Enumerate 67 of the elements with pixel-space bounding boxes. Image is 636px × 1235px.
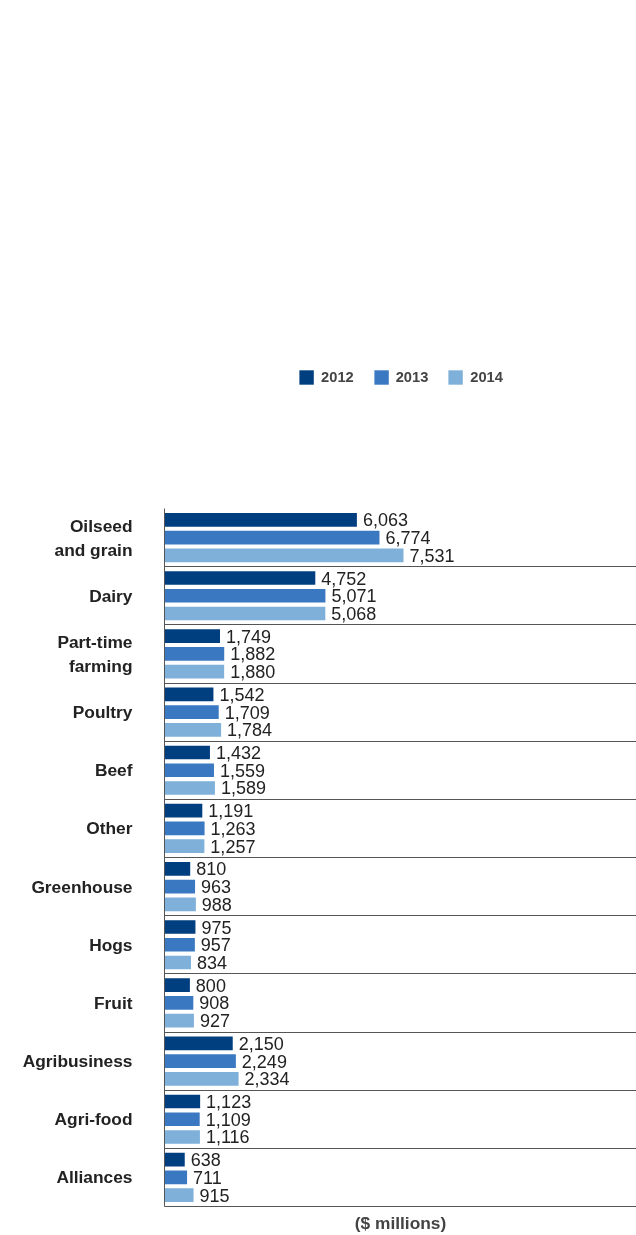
x-axis-title: ($ millions) — [354, 1212, 447, 1233]
bar — [164, 897, 196, 912]
bar — [164, 548, 404, 563]
bar — [164, 821, 205, 836]
data-label: 1,882 — [230, 644, 276, 665]
bar — [164, 1013, 194, 1028]
bar — [164, 955, 191, 970]
data-label: 6,063 — [362, 510, 408, 531]
y-tick-label: Agri-food — [54, 1109, 133, 1130]
y-tick-label: Fruit — [94, 992, 133, 1013]
data-label: 1,749 — [225, 626, 272, 647]
bar — [164, 588, 326, 603]
bar — [164, 978, 190, 993]
data-label: 2,150 — [238, 1033, 284, 1054]
y-tick-label: Oilseed and grain — [54, 515, 133, 560]
data-label: 810 — [196, 859, 227, 880]
data-label: 915 — [199, 1185, 230, 1206]
bar — [164, 839, 205, 853]
bar — [164, 705, 219, 719]
y-tick-label: Alliances — [56, 1167, 133, 1188]
data-label: 1,589 — [220, 778, 266, 799]
bar — [164, 1152, 185, 1167]
bar — [164, 781, 215, 795]
legend-label: 2012 — [321, 368, 354, 385]
bar — [164, 1188, 194, 1202]
bar — [164, 996, 194, 1010]
y-tick-label: Part-time farming — [57, 631, 133, 676]
bar — [164, 1094, 201, 1109]
y-tick-label: Poultry — [72, 702, 133, 723]
bar — [164, 745, 210, 760]
bar — [164, 1130, 200, 1144]
bar — [164, 1036, 233, 1051]
bar — [164, 629, 220, 644]
y-tick-label: Greenhouse — [31, 876, 133, 897]
data-label: 1,880 — [230, 662, 276, 683]
bar — [164, 937, 195, 952]
legend-label: 2013 — [395, 368, 429, 385]
bar — [164, 920, 196, 934]
bar — [164, 1112, 200, 1127]
bar — [164, 664, 225, 679]
bar — [164, 862, 191, 876]
y-tick-label: Agribusiness — [22, 1051, 133, 1072]
bar — [164, 1170, 188, 1185]
bar — [164, 1071, 239, 1086]
bar — [164, 879, 196, 894]
data-label: 975 — [201, 917, 232, 938]
data-label: 1,542 — [219, 684, 265, 705]
data-label: 927 — [199, 1011, 230, 1032]
bar — [164, 803, 203, 818]
data-label: 800 — [195, 975, 226, 996]
bar — [164, 687, 214, 702]
bar — [164, 1054, 236, 1068]
data-label: 1,191 — [208, 801, 254, 822]
y-tick-label: Dairy — [89, 585, 133, 606]
data-label: 908 — [199, 993, 230, 1014]
y-tick-label: Other — [86, 818, 133, 839]
data-label: 4,752 — [321, 568, 367, 589]
bar — [164, 606, 326, 621]
legend-label: 2014 — [470, 368, 503, 385]
bar — [164, 722, 222, 737]
bar — [164, 647, 225, 661]
bar — [164, 530, 380, 545]
y-tick-label: Beef — [94, 760, 133, 781]
bar — [164, 571, 316, 585]
bar — [164, 513, 357, 527]
y-tick-label: Hogs — [89, 934, 133, 955]
bar — [164, 763, 214, 778]
